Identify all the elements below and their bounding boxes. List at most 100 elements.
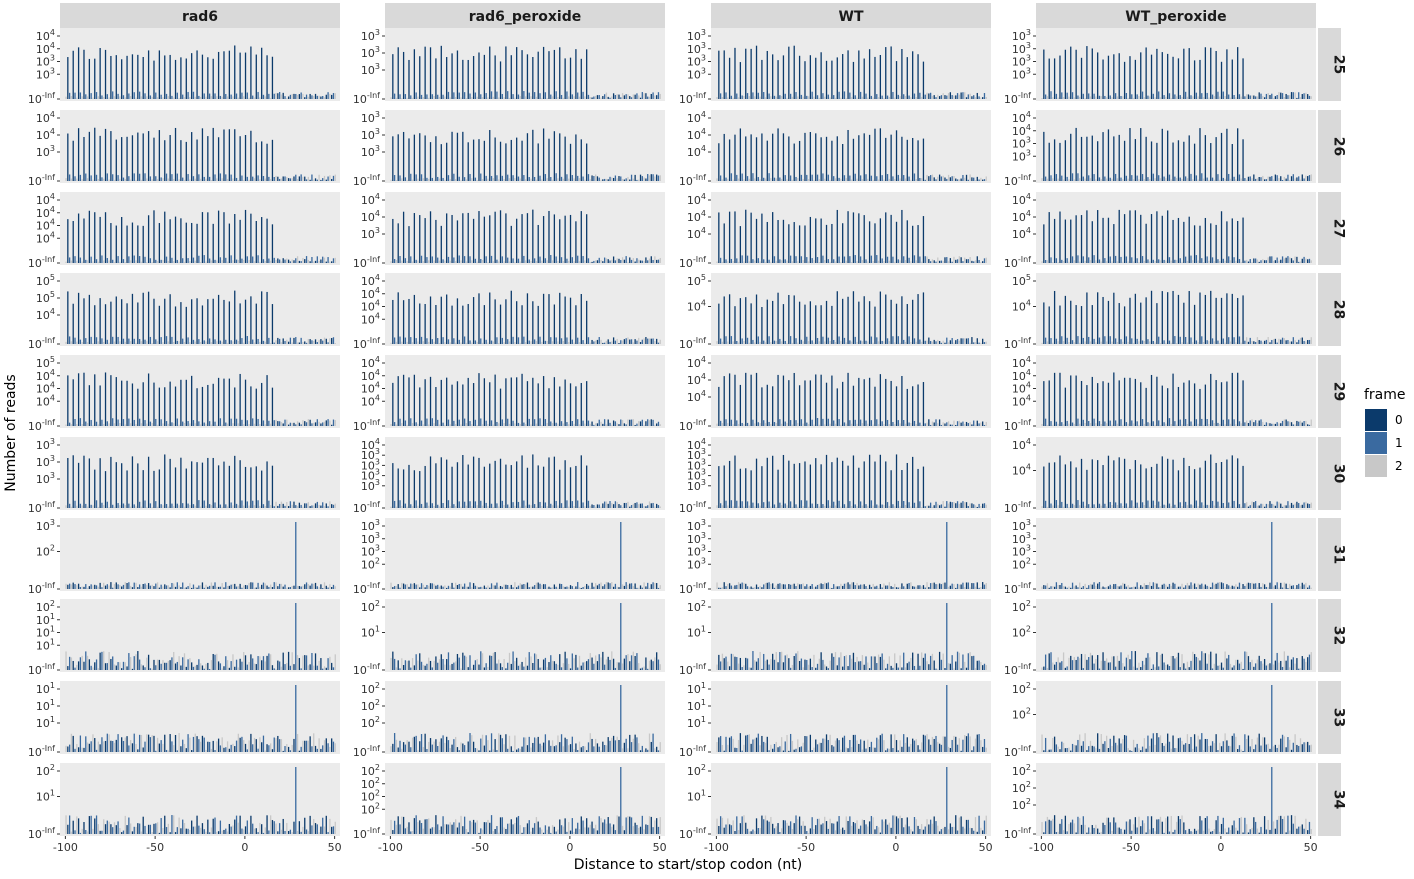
bar (956, 179, 959, 181)
bar (1292, 260, 1294, 263)
y-tick-label: 103 (361, 544, 380, 559)
bar (257, 175, 259, 181)
bar (888, 96, 890, 99)
bar (600, 179, 602, 181)
bar (781, 260, 783, 263)
bar (1188, 667, 1190, 670)
bar (755, 45, 758, 99)
bar (289, 422, 292, 426)
bar (393, 175, 396, 181)
bar (1242, 465, 1244, 508)
bar (759, 585, 761, 589)
bar (763, 584, 765, 589)
bar (323, 506, 326, 508)
bar (261, 291, 263, 344)
bar (271, 56, 274, 99)
bar (261, 470, 263, 508)
bar (721, 261, 724, 263)
bar (216, 341, 218, 344)
bar (167, 341, 169, 344)
bar (171, 95, 173, 99)
bar (135, 582, 137, 589)
bar (899, 342, 901, 344)
bar (1068, 342, 1070, 344)
bar (1190, 337, 1192, 344)
bar (1156, 48, 1158, 99)
bar (908, 422, 910, 426)
bar (1111, 586, 1113, 589)
bar (155, 339, 157, 344)
bar (953, 420, 955, 426)
bar (532, 57, 534, 99)
bar (521, 50, 523, 99)
bar (974, 505, 977, 508)
bar (462, 59, 464, 99)
bar (589, 505, 591, 508)
bar (192, 339, 195, 344)
bar (419, 133, 421, 181)
bar (492, 96, 494, 99)
bar (322, 178, 324, 181)
bar (415, 500, 417, 508)
bar (200, 424, 202, 426)
bar (1093, 504, 1095, 508)
bar (546, 667, 548, 670)
bar (1192, 179, 1194, 181)
bar (1061, 175, 1063, 181)
bar (605, 659, 608, 670)
bar (1136, 582, 1138, 589)
row-strip-label: 32 (1331, 626, 1347, 645)
bar (241, 175, 243, 181)
bar (553, 377, 556, 426)
bar (967, 582, 969, 589)
bar (609, 501, 611, 508)
bar (408, 660, 410, 670)
bar (219, 586, 222, 589)
bar (453, 420, 455, 426)
bar (638, 504, 640, 508)
bar (1062, 179, 1065, 181)
bar (1073, 97, 1075, 99)
bar (1305, 582, 1307, 589)
bar (788, 584, 790, 589)
bar (1190, 173, 1192, 181)
bar (1224, 178, 1226, 181)
bar (467, 377, 469, 426)
bar (235, 93, 238, 99)
bar (239, 373, 241, 426)
bar (453, 587, 455, 589)
bar (933, 260, 935, 263)
bar (541, 260, 543, 263)
bar (167, 96, 169, 99)
bar (142, 470, 144, 508)
bar (237, 260, 239, 263)
bar (1238, 259, 1241, 263)
bar (481, 653, 484, 670)
bar (782, 219, 785, 263)
bar (1251, 261, 1253, 263)
bar (804, 586, 806, 589)
bar (237, 505, 239, 508)
bar (487, 178, 489, 181)
bar (1125, 93, 1128, 99)
bar (730, 419, 733, 426)
bar (759, 261, 761, 263)
bar (1120, 652, 1122, 670)
bar (573, 423, 575, 426)
bar (643, 506, 645, 508)
bar (244, 584, 247, 589)
bar (575, 386, 577, 426)
bar (1278, 260, 1280, 263)
bar (113, 584, 116, 589)
bar (1204, 217, 1207, 263)
bar (451, 214, 453, 263)
bar (748, 587, 750, 589)
bar (1307, 94, 1309, 99)
bar (481, 342, 484, 344)
bar (115, 462, 117, 508)
bar (440, 379, 442, 426)
bar (764, 423, 767, 426)
bar (200, 178, 202, 181)
y-tick-label: 103 (36, 54, 55, 69)
